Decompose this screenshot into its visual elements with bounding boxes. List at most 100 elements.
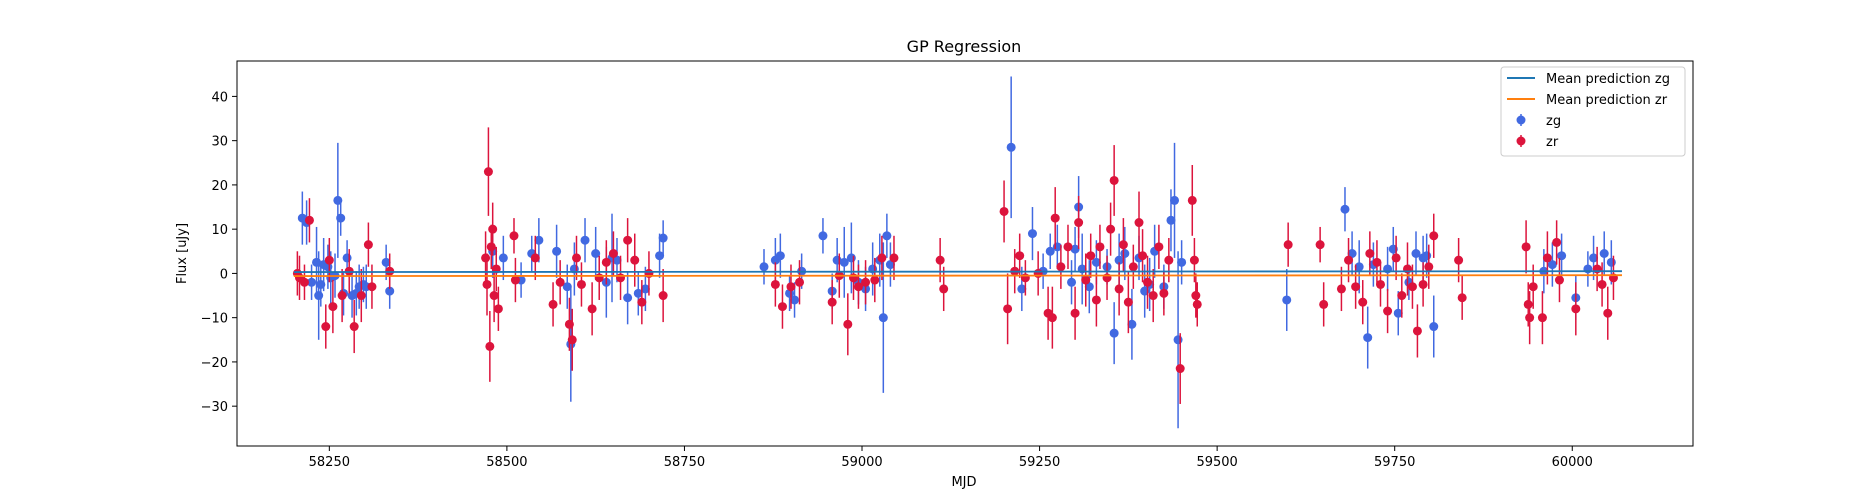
point-zr [1109, 175, 1119, 185]
point-zr [1086, 251, 1096, 261]
point-zr [1283, 240, 1293, 250]
point-zr [486, 242, 496, 252]
point-zr [939, 284, 949, 294]
point-zr [601, 257, 611, 267]
point-zr [853, 282, 863, 292]
point-zr [658, 291, 668, 301]
point-zr [363, 240, 373, 250]
point-zg [623, 293, 633, 303]
point-zr [1537, 313, 1547, 323]
point-zr [1344, 255, 1354, 265]
point-zr [1175, 364, 1185, 374]
point-zr [1592, 264, 1602, 274]
point-zr [1056, 262, 1066, 272]
point-zg [580, 235, 590, 245]
point-zg [1006, 142, 1016, 152]
point-zg [1120, 249, 1130, 258]
point-zg [1027, 229, 1037, 239]
x-tick-label: 58750 [664, 455, 705, 470]
point-zr [1391, 253, 1401, 263]
point-zg [307, 277, 317, 287]
point-zg [1109, 328, 1119, 338]
x-tick-label: 58250 [309, 455, 350, 470]
point-zr [1552, 237, 1562, 247]
point-zg [381, 257, 391, 267]
point-zr [489, 291, 499, 301]
point-zr [1095, 242, 1105, 252]
point-zr [870, 275, 880, 285]
legend-label-mean-zg: Mean prediction zg [1546, 72, 1670, 87]
point-zg [1173, 335, 1183, 345]
point-zg [1282, 295, 1292, 305]
point-zg [1170, 195, 1180, 205]
y-tick-label: −30 [201, 400, 228, 415]
point-zr [1050, 213, 1060, 223]
point-zr [1358, 297, 1368, 307]
y-axis: −30 −20 −10 0 10 20 30 40 [201, 90, 237, 415]
point-zr [777, 302, 787, 312]
point-zg [658, 233, 668, 243]
y-axis-label: Flux [uJy] [175, 223, 190, 284]
point-zg [1393, 308, 1403, 318]
point-zg [1084, 282, 1094, 292]
point-zr [1159, 288, 1169, 298]
point-zg [1422, 251, 1432, 261]
point-zr [1397, 291, 1407, 301]
point-zr [1407, 282, 1417, 292]
point-zr [509, 231, 519, 241]
point-zg [655, 251, 665, 261]
point-zr [1365, 249, 1375, 258]
point-zr [594, 273, 604, 283]
mean-line-zr [293, 274, 1622, 277]
point-zg [562, 282, 572, 292]
point-zr [1525, 313, 1535, 323]
point-zr [999, 206, 1009, 216]
x-tick-label: 59750 [1374, 455, 1415, 470]
point-zr [1429, 231, 1439, 241]
point-zr [337, 291, 347, 301]
y-tick-label: 40 [211, 90, 228, 105]
point-zg [1347, 249, 1357, 258]
point-zr [1375, 279, 1385, 289]
x-tick-label: 60000 [1552, 455, 1593, 470]
legend-marker-zr [1516, 136, 1526, 146]
point-zr [548, 299, 558, 309]
x-axis-label: MJD [951, 475, 976, 490]
point-zr [1603, 308, 1613, 318]
point-zg [1070, 244, 1080, 254]
point-zr [1542, 253, 1552, 263]
point-zr [1138, 251, 1148, 261]
point-zg [1363, 333, 1373, 343]
mean-line-zg [293, 270, 1622, 273]
point-zr [485, 341, 495, 351]
point-zr [861, 277, 871, 287]
point-zr [843, 319, 853, 329]
point-zr [530, 253, 540, 263]
point-zr [328, 302, 338, 312]
point-zr [587, 304, 597, 314]
point-zr [935, 255, 945, 265]
point-zg [1354, 262, 1364, 272]
point-zr [1123, 297, 1133, 307]
point-zr [1523, 299, 1533, 309]
y-tick-label: −20 [201, 356, 228, 371]
point-zr [1134, 218, 1144, 228]
point-zg [612, 255, 622, 265]
point-zg [759, 262, 769, 272]
x-tick-label: 59250 [1019, 455, 1060, 470]
y-tick-label: 30 [211, 135, 228, 150]
point-zr [555, 277, 565, 287]
point-zr [481, 253, 491, 263]
point-zr [1418, 279, 1428, 289]
point-zr [770, 279, 780, 289]
point-zr [1118, 240, 1128, 250]
point-zr [1143, 277, 1153, 287]
point-zr [299, 277, 309, 287]
point-zr [1003, 304, 1013, 314]
point-zr [349, 322, 359, 332]
point-zg [885, 260, 895, 270]
point-zg [790, 295, 800, 305]
point-zg [818, 231, 828, 241]
point-zr [367, 282, 377, 292]
